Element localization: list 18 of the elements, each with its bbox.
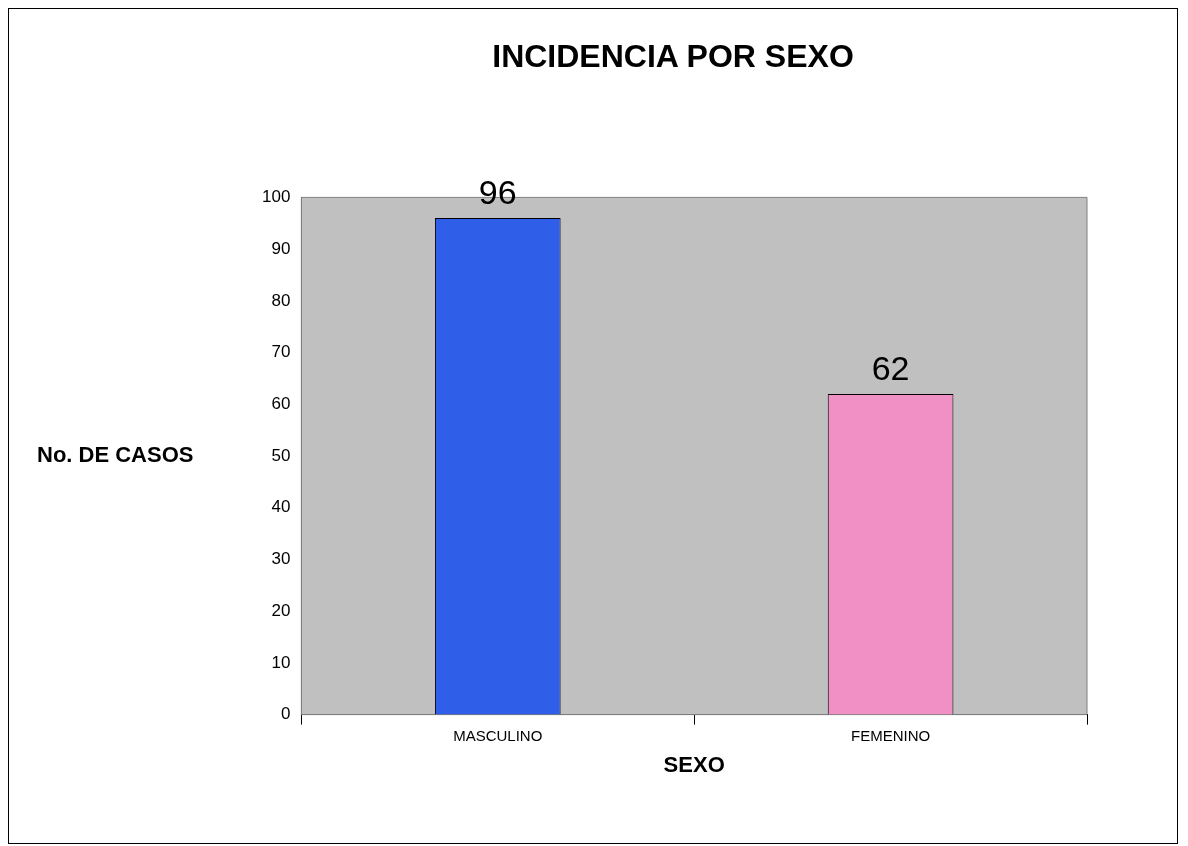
y-tick-label: 0 — [280, 704, 291, 724]
y-tick-label: 30 — [271, 549, 291, 569]
y-tick-label: 80 — [271, 290, 291, 310]
y-tick-label: 60 — [271, 393, 291, 413]
y-tick-label: 70 — [271, 342, 291, 362]
y-tick-label: 10 — [271, 652, 291, 672]
data-label: 96 — [478, 173, 517, 212]
y-tick-label: 40 — [271, 497, 291, 517]
x-tick-label: MASCULINO — [453, 726, 543, 744]
x-axis-title: SEXO — [663, 751, 725, 777]
y-tick-label: 50 — [271, 445, 291, 465]
x-tick-label: FEMENINO — [851, 726, 931, 744]
y-tick-label: 90 — [271, 238, 291, 258]
y-tick-label: 20 — [271, 600, 291, 620]
y-axis-title: No. DE CASOS — [37, 442, 194, 468]
y-tick-label: 100 — [261, 187, 291, 207]
chart-title: INCIDENCIA POR SEXO — [492, 38, 854, 75]
data-label: 62 — [871, 349, 910, 388]
